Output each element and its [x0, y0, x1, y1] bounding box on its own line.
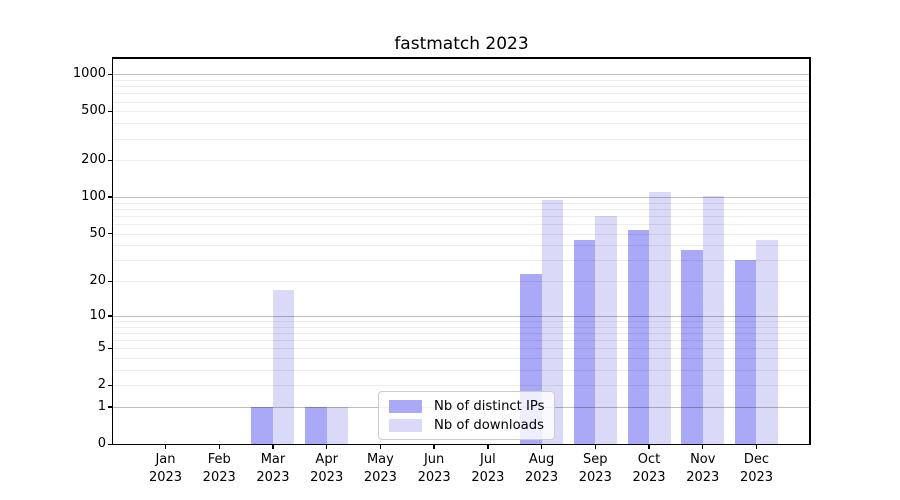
x-tick-mark	[379, 444, 382, 449]
gridline-minor	[113, 138, 810, 140]
gridline-minor	[113, 111, 810, 113]
y-tick-label: 10	[89, 307, 106, 323]
bar-downloads-oct	[649, 192, 671, 445]
bar-downloads-nov	[702, 195, 725, 445]
x-tick-label-sep: Sep 2023	[578, 452, 612, 485]
bar-downloads-aug	[541, 200, 564, 445]
x-tick-label-oct: Oct 2023	[632, 452, 666, 485]
legend-entry-distinct-ips: Nb of distinct IPs	[389, 398, 545, 414]
bar-downloads-dec	[756, 240, 778, 445]
gridline-minor	[113, 86, 810, 88]
axis-spine-bottom	[111, 443, 811, 445]
x-tick-label-jun: Jun 2023	[417, 452, 451, 485]
y-tick-label: 500	[81, 103, 106, 119]
x-tick-mark	[594, 444, 596, 449]
axis-spine-left	[111, 57, 114, 445]
x-tick-mark	[218, 444, 220, 449]
y-tick-label: 200	[81, 152, 106, 168]
y-tick-label: 100	[81, 189, 106, 205]
bar-distinct-ips-sep	[573, 240, 596, 445]
x-tick-mark	[540, 444, 543, 449]
x-tick-label-jan: Jan 2023	[148, 452, 183, 485]
y-tick-mark	[108, 347, 112, 350]
gridline-minor	[113, 79, 810, 81]
y-tick-mark	[108, 110, 112, 113]
y-tick-mark	[108, 315, 112, 317]
x-tick-label-aug: Aug 2023	[525, 452, 559, 485]
legend-swatch-distinct-ips-icon	[389, 399, 422, 413]
legend-entry-downloads: Nb of downloads	[389, 417, 545, 433]
x-tick-label-jul: Jul 2023	[471, 452, 505, 485]
gridline-minor	[113, 160, 810, 162]
legend: Nb of distinct IPs Nb of downloads	[378, 391, 555, 440]
gridline-major	[113, 74, 810, 76]
legend-label-distinct-ips: Nb of distinct IPs	[434, 398, 545, 414]
y-tick-mark	[108, 233, 112, 235]
x-tick-mark	[648, 444, 650, 449]
y-tick-label: 50	[89, 225, 106, 241]
y-tick-label: 0	[97, 436, 106, 452]
y-tick-label: 1000	[72, 66, 106, 82]
x-tick-label-dec: Dec 2023	[739, 452, 774, 485]
x-tick-label-feb: Feb 2023	[202, 452, 236, 485]
bar-downloads-apr	[326, 407, 349, 445]
x-tick-label-mar: Mar 2023	[256, 452, 290, 485]
x-tick-mark	[164, 444, 167, 449]
y-tick-mark	[108, 159, 112, 161]
x-tick-mark	[272, 444, 274, 449]
y-tick-label: 2	[97, 377, 106, 393]
x-tick-label-nov: Nov 2023	[686, 452, 720, 485]
x-tick-label-apr: Apr 2023	[310, 452, 344, 485]
gridline-minor	[113, 101, 810, 103]
bar-distinct-ips-dec	[734, 260, 757, 445]
y-tick-mark	[108, 280, 112, 282]
bar-distinct-ips-oct	[627, 229, 650, 445]
y-tick-mark	[108, 73, 112, 76]
y-tick-label: 5	[97, 340, 106, 356]
x-tick-mark	[433, 444, 435, 449]
axis-spine-right	[809, 57, 811, 445]
x-tick-mark	[702, 444, 704, 449]
axis-spine-top	[111, 57, 811, 59]
x-tick-mark	[755, 444, 758, 449]
gridline-minor	[113, 123, 810, 125]
bar-distinct-ips-nov	[681, 249, 703, 445]
legend-swatch-downloads-icon	[389, 418, 422, 432]
gridline-minor	[113, 93, 810, 95]
bar-distinct-ips-apr	[305, 407, 327, 445]
y-tick-mark	[108, 384, 112, 387]
y-tick-label: 1	[97, 399, 106, 415]
y-tick-mark	[108, 443, 112, 445]
bar-distinct-ips-mar	[251, 407, 273, 445]
y-tick-label: 20	[89, 273, 106, 289]
x-tick-mark	[325, 444, 328, 449]
y-tick-mark	[108, 406, 112, 408]
bar-downloads-mar	[272, 289, 295, 445]
chart-title: fastmatch 2023	[394, 34, 529, 54]
y-tick-mark	[108, 196, 112, 198]
x-tick-mark	[487, 444, 489, 449]
x-tick-label-may: May 2023	[363, 452, 397, 485]
plot-area	[113, 58, 810, 445]
bar-downloads-sep	[595, 216, 617, 445]
legend-label-downloads: Nb of downloads	[434, 417, 544, 433]
